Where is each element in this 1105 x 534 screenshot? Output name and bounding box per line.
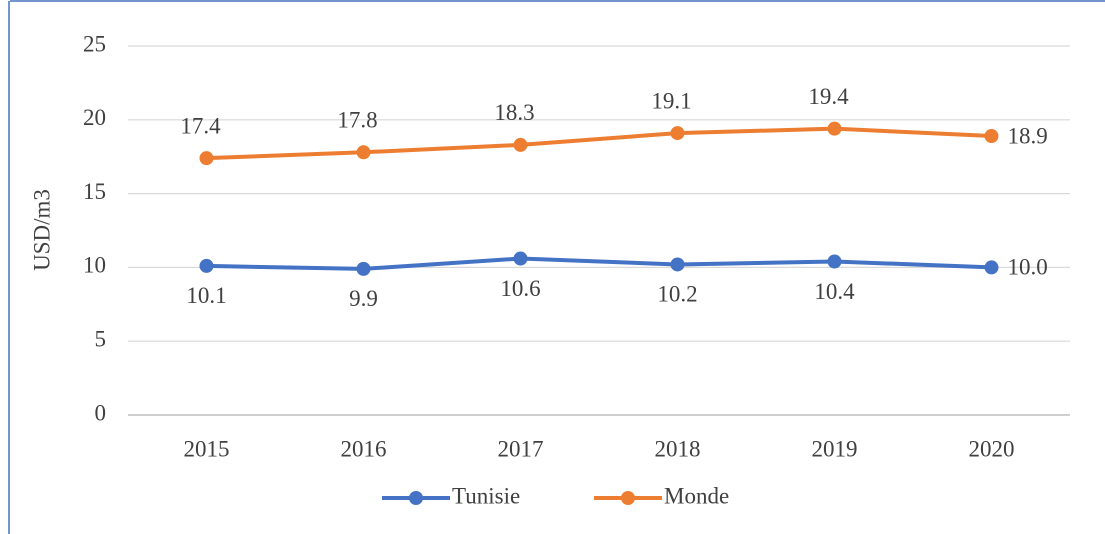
x-tick-label: 2015 <box>184 436 230 461</box>
data-label: 10.1 <box>186 283 226 308</box>
data-point <box>513 251 528 266</box>
data-label: 19.4 <box>808 84 849 109</box>
data-label: 17.4 <box>180 113 221 138</box>
data-point <box>670 126 685 141</box>
x-tick-label: 2017 <box>498 436 544 461</box>
data-point <box>827 254 842 269</box>
legend-label: Monde <box>664 483 729 508</box>
data-label: 10.2 <box>657 282 697 307</box>
data-point <box>984 129 999 144</box>
y-axis-title: USD/m3 <box>29 189 54 271</box>
data-point <box>356 261 371 276</box>
y-tick-label: 25 <box>83 31 106 56</box>
y-tick-label: 20 <box>83 105 106 130</box>
data-point <box>199 258 214 273</box>
series-line <box>206 126 992 161</box>
data-label: 9.9 <box>349 286 378 311</box>
legend-marker <box>621 491 635 505</box>
legend-label: Tunisie <box>452 483 520 508</box>
data-label: 19.1 <box>651 88 691 113</box>
x-tick-label: 2018 <box>655 436 701 461</box>
legend-marker <box>409 491 423 505</box>
data-point <box>827 121 842 136</box>
data-point <box>513 137 528 152</box>
y-tick-label: 10 <box>83 253 106 278</box>
data-label: 17.8 <box>337 108 377 133</box>
x-tick-label: 2020 <box>969 436 1015 461</box>
data-label: 18.3 <box>494 100 534 125</box>
data-label: 10.0 <box>1008 255 1048 280</box>
data-point <box>356 145 371 160</box>
y-tick-label: 15 <box>83 179 106 204</box>
x-tick-label: 2019 <box>812 436 858 461</box>
data-point <box>984 260 999 275</box>
x-tick-label: 2016 <box>341 436 387 461</box>
y-tick-label: 0 <box>95 400 107 425</box>
data-label: 10.4 <box>814 279 855 304</box>
data-point <box>199 151 214 166</box>
data-label: 18.9 <box>1008 123 1048 148</box>
data-label: 10.6 <box>500 276 540 301</box>
data-point <box>670 257 685 272</box>
y-tick-label: 5 <box>95 326 107 351</box>
series-line <box>206 256 992 271</box>
